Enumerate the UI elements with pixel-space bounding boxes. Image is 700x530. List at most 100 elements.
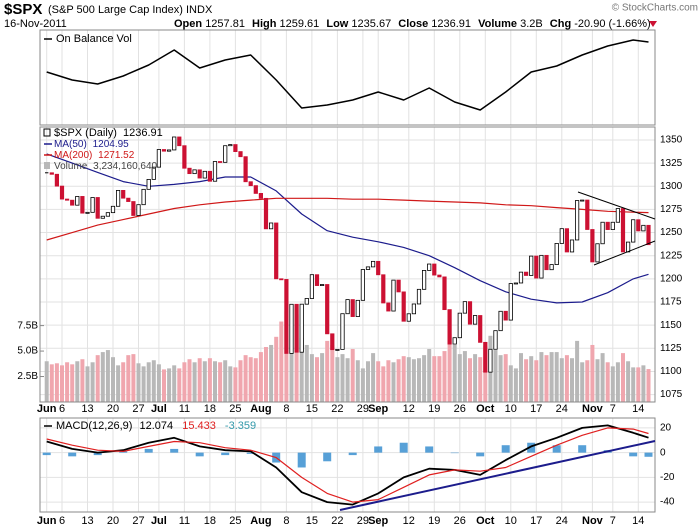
x-tick-label: 22 bbox=[331, 515, 343, 527]
candle bbox=[620, 208, 626, 253]
volume-bar bbox=[284, 311, 289, 402]
volume-bar bbox=[111, 357, 115, 402]
quote-label: Low bbox=[326, 18, 348, 30]
y-tick-label: 1350 bbox=[660, 135, 683, 146]
candle bbox=[626, 241, 631, 253]
volume-bar bbox=[85, 366, 90, 402]
x-tick-label: 27 bbox=[132, 403, 144, 415]
volume-bar bbox=[274, 336, 279, 402]
volume-bar bbox=[105, 350, 110, 402]
volume-bar bbox=[411, 359, 416, 402]
volume-bar bbox=[75, 361, 80, 402]
x-tick-label: 29 bbox=[357, 515, 369, 527]
volume-bar bbox=[187, 359, 192, 402]
volume-bar bbox=[90, 362, 95, 402]
volume-bar bbox=[360, 368, 365, 402]
volume-bar bbox=[615, 362, 620, 402]
obv-panel bbox=[39, 29, 656, 126]
volume-bar bbox=[340, 354, 345, 402]
candle bbox=[54, 173, 60, 187]
volume-bar bbox=[289, 323, 294, 402]
y-tick-label: 1100 bbox=[660, 366, 682, 377]
histogram-bar bbox=[195, 452, 204, 457]
candle bbox=[319, 284, 325, 286]
candle bbox=[549, 264, 554, 271]
volume-bar bbox=[498, 355, 503, 402]
candle bbox=[166, 149, 172, 152]
candle bbox=[100, 215, 105, 219]
volume-bar bbox=[177, 368, 182, 402]
histogram-bar bbox=[348, 452, 357, 456]
volume-bar bbox=[126, 355, 131, 402]
x-tick-label: Aug bbox=[250, 515, 271, 527]
candle bbox=[131, 201, 136, 216]
candle bbox=[172, 136, 177, 151]
x-tick-label: 12 bbox=[403, 403, 415, 415]
x-tick-label: Oct bbox=[476, 403, 495, 415]
volume-bar bbox=[473, 354, 478, 402]
volume-bar bbox=[575, 340, 580, 402]
y-tick-label: 1175 bbox=[660, 297, 682, 308]
histogram-bar bbox=[144, 448, 153, 453]
volume-bar bbox=[381, 366, 386, 402]
candle bbox=[207, 170, 212, 182]
volume-bar bbox=[508, 365, 513, 402]
histogram-bar bbox=[323, 452, 332, 462]
volume-bar bbox=[549, 352, 554, 402]
legend-value: 15.433 bbox=[182, 420, 216, 432]
histogram-bar bbox=[629, 452, 638, 457]
price-legend: $SPX (Daily) 1236.91 bbox=[54, 127, 163, 139]
volume-bar bbox=[345, 358, 350, 402]
x-tick-label: Sep bbox=[368, 515, 388, 527]
candle bbox=[80, 196, 85, 214]
legend-value: 1271.52 bbox=[98, 150, 135, 161]
volume-bar bbox=[197, 358, 202, 402]
histogram-bar bbox=[578, 445, 587, 453]
volume-bar bbox=[146, 362, 151, 402]
price-panel bbox=[39, 126, 656, 403]
y-tick-label: 1275 bbox=[660, 204, 683, 215]
volume-bar bbox=[595, 359, 600, 402]
volume-bar bbox=[539, 352, 544, 402]
volume-bar bbox=[457, 354, 462, 402]
quote-label: Open bbox=[174, 18, 202, 30]
candle bbox=[350, 299, 355, 317]
y-tick-label: 1325 bbox=[660, 158, 683, 169]
candle bbox=[151, 166, 156, 180]
candle bbox=[314, 274, 320, 286]
candle bbox=[90, 197, 95, 213]
volume-legend: Volume 3,234,160,640 bbox=[54, 161, 158, 172]
volume-bar bbox=[299, 337, 304, 402]
candle bbox=[467, 301, 473, 325]
candle bbox=[212, 161, 218, 182]
candle bbox=[610, 221, 615, 230]
legend-name: Volume bbox=[54, 161, 88, 172]
candle bbox=[70, 199, 75, 206]
volume-bar bbox=[44, 361, 49, 402]
quote-label: High bbox=[252, 18, 277, 30]
volume-bar bbox=[315, 357, 319, 402]
x-tick-label: 10 bbox=[505, 515, 517, 527]
volume-bar bbox=[202, 361, 207, 402]
macd-line bbox=[46, 424, 649, 506]
watermark: © StockCharts.com bbox=[612, 3, 698, 14]
volume-bar bbox=[570, 358, 574, 402]
volume-bar bbox=[309, 354, 314, 402]
x-tick-label: 18 bbox=[204, 515, 216, 527]
candle bbox=[585, 199, 590, 230]
candle bbox=[421, 270, 427, 290]
y-tick-label: 1200 bbox=[660, 273, 683, 284]
candle bbox=[279, 278, 284, 281]
candle bbox=[197, 169, 202, 179]
volume-bar bbox=[65, 362, 70, 402]
candle bbox=[432, 263, 437, 276]
candle bbox=[646, 224, 651, 246]
candle bbox=[503, 310, 508, 321]
quote-label: Close bbox=[398, 18, 428, 30]
volume-bar bbox=[631, 367, 636, 402]
y-tick-label: -20 bbox=[660, 472, 675, 483]
candle bbox=[141, 188, 146, 206]
candle bbox=[411, 303, 417, 315]
candle bbox=[488, 348, 493, 373]
